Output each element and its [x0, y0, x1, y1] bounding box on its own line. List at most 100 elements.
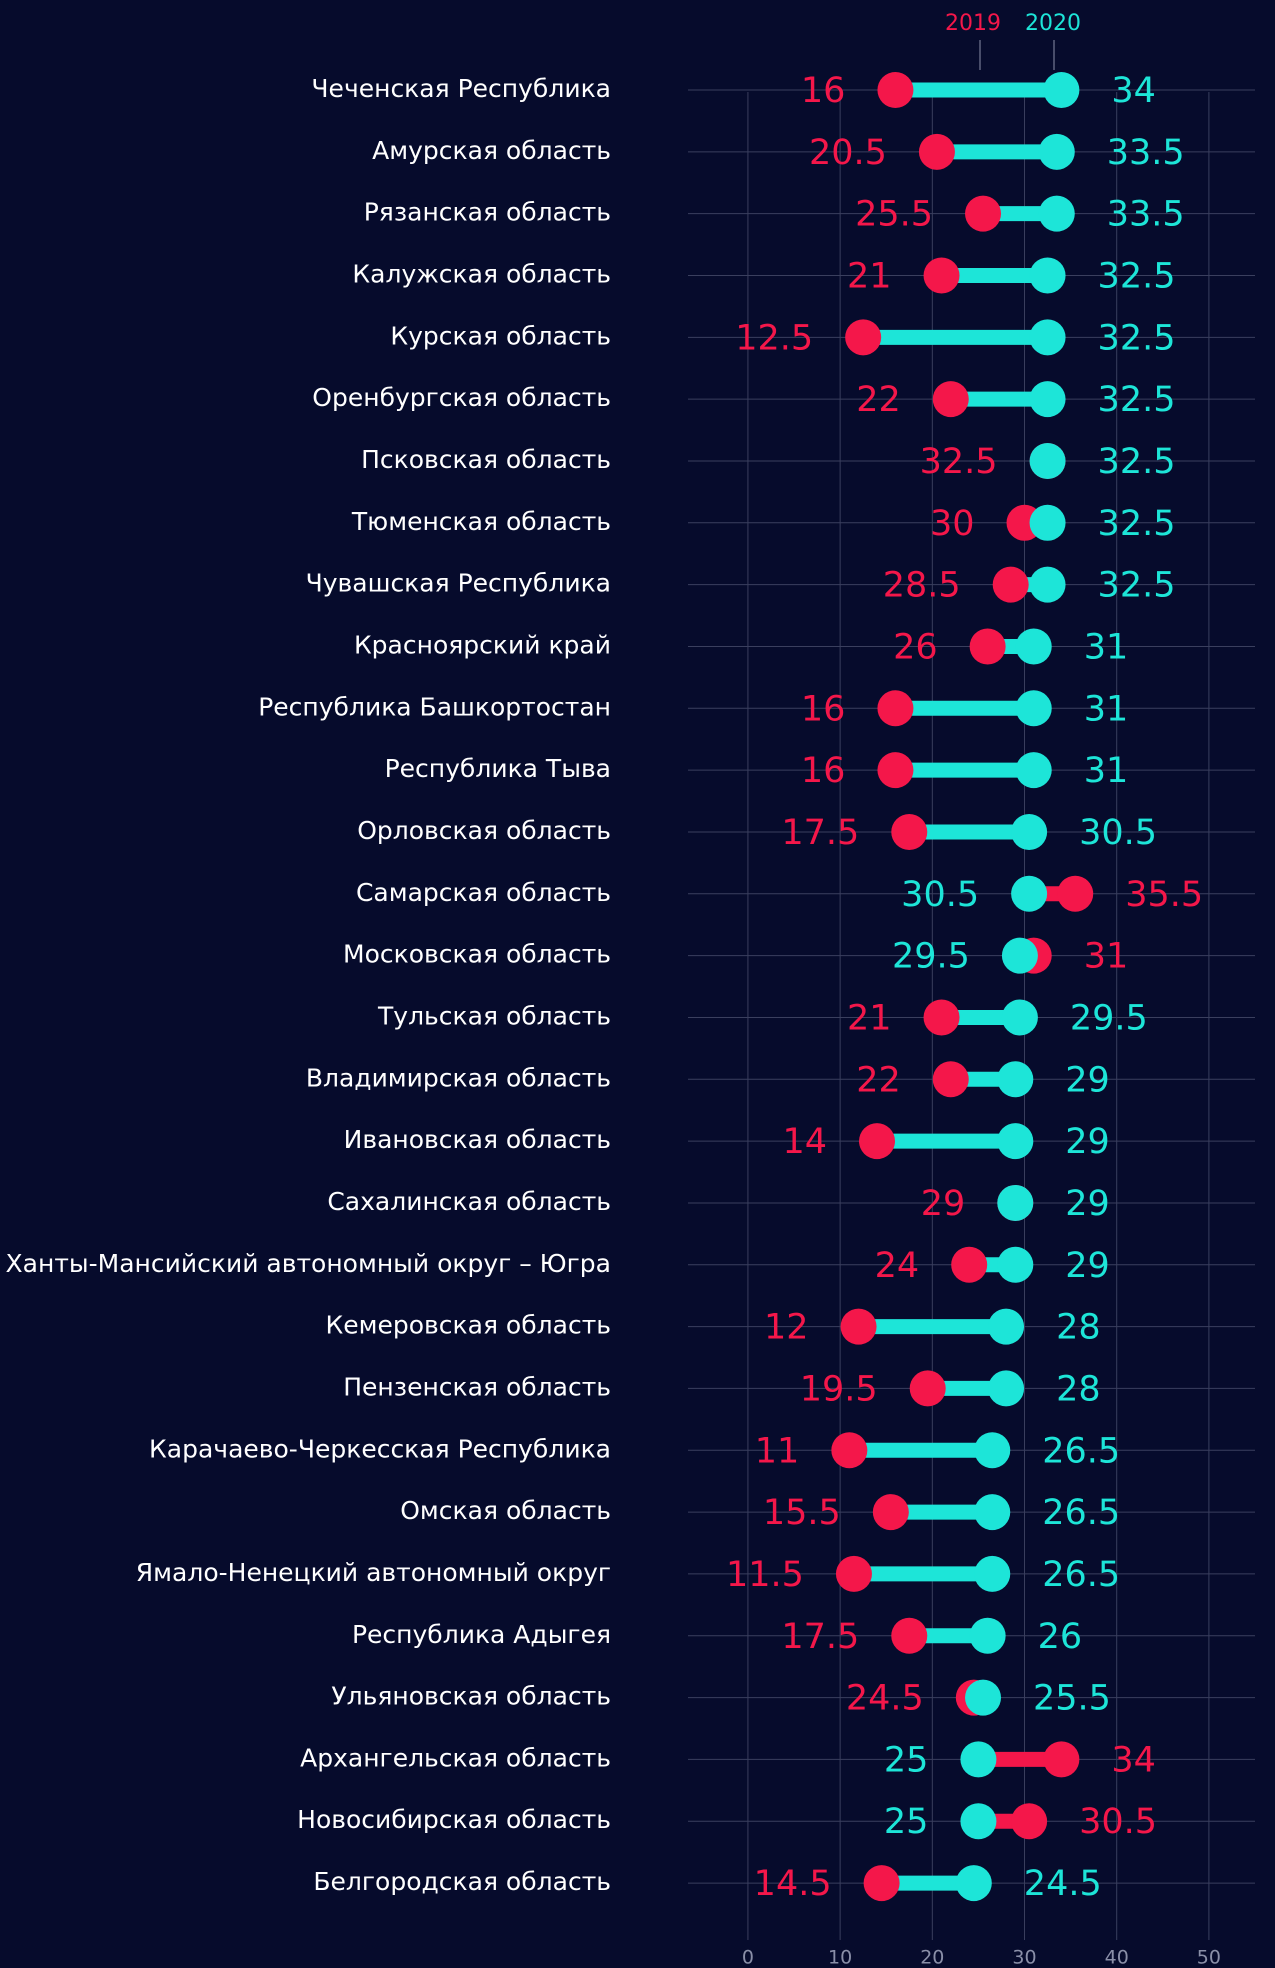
value-label: 26 [893, 627, 938, 667]
dot-2019 [859, 1123, 895, 1160]
category-label: Республика Тыва [385, 754, 611, 783]
dot-2020 [1015, 690, 1052, 727]
value-label: 26.5 [1042, 1555, 1120, 1595]
dot-2020 [997, 1123, 1034, 1160]
value-label: 24.5 [1024, 1864, 1102, 1904]
dot-2020 [1038, 133, 1075, 170]
x-tick-label: 0 [742, 1947, 754, 1968]
dot-2020 [969, 1617, 1006, 1654]
value-label: 30.5 [901, 875, 979, 915]
dot-2020 [960, 1741, 997, 1778]
value-label: 25 [884, 1740, 929, 1780]
dot-2020 [1043, 72, 1080, 108]
x-tick-label: 10 [828, 1947, 852, 1968]
category-label: Республика Башкортостан [258, 692, 611, 721]
value-label: 31 [1084, 751, 1129, 791]
value-label: 21 [847, 998, 892, 1038]
value-label: 31 [1084, 937, 1129, 977]
category-label: Псковская область [361, 445, 611, 474]
value-label: 30 [930, 504, 975, 544]
value-label: 29 [1065, 1246, 1110, 1286]
value-label: 19.5 [800, 1369, 878, 1409]
value-label: 29 [1065, 1060, 1110, 1100]
value-label: 26.5 [1042, 1493, 1120, 1533]
x-tick-label: 30 [1012, 1947, 1036, 1968]
value-label: 11.5 [726, 1555, 804, 1595]
dot-2019 [918, 133, 955, 170]
dot-2020 [1029, 319, 1066, 356]
value-label: 26.5 [1042, 1431, 1120, 1471]
dot-2020 [1038, 195, 1075, 232]
category-label: Карачаево-Черкесская Республика [149, 1434, 611, 1463]
dot-2020 [997, 1184, 1034, 1221]
dot-2019 [969, 628, 1006, 665]
value-label: 11 [755, 1431, 800, 1471]
category-label: Пензенская область [343, 1372, 611, 1401]
value-label: 32.5 [1098, 504, 1176, 544]
legend-label: 2020 [1025, 11, 1081, 36]
value-label: 34 [1111, 1740, 1156, 1780]
dot-2020 [960, 1803, 997, 1840]
category-label: Тюменская область [351, 507, 611, 536]
dot-2020 [974, 1555, 1011, 1592]
value-label: 24.5 [846, 1679, 924, 1719]
dot-2020 [997, 1061, 1034, 1098]
dot-2020 [955, 1865, 992, 1902]
dot-2019 [923, 257, 960, 294]
value-label: 20.5 [809, 133, 887, 173]
dot-2020 [974, 1494, 1011, 1531]
dot-2019 [831, 1432, 868, 1469]
category-label: Ямало-Ненецкий автономный округ [136, 1558, 611, 1587]
value-label: 12.5 [735, 318, 813, 358]
category-label: Рязанская область [364, 198, 611, 227]
value-label: 29.5 [1070, 998, 1148, 1038]
value-label: 29 [1065, 1122, 1110, 1162]
dot-2019 [965, 195, 1002, 232]
value-label: 28 [1056, 1308, 1101, 1348]
category-label: Сахалинская область [327, 1187, 611, 1216]
value-label: 22 [856, 1060, 901, 1100]
value-label: 32.5 [1098, 256, 1176, 296]
dot-2019 [932, 381, 969, 418]
value-label: 14.5 [754, 1864, 832, 1904]
value-label: 16 [801, 689, 846, 729]
dot-2019 [1057, 875, 1094, 912]
value-label: 21 [847, 256, 892, 296]
x-tick-label: 40 [1105, 1947, 1129, 1968]
dot-2020 [988, 1308, 1025, 1345]
dot-2019 [845, 319, 882, 356]
x-tick-label: 50 [1197, 1947, 1221, 1968]
value-label: 28.5 [883, 566, 961, 606]
value-label: 32.5 [1098, 442, 1176, 482]
value-label: 29 [1065, 1184, 1110, 1224]
category-label: Самарская область [356, 878, 611, 907]
category-label: Чувашская Республика [306, 569, 611, 598]
dot-2020 [1029, 257, 1066, 294]
dot-2019 [840, 1308, 877, 1345]
dot-2019 [835, 1555, 872, 1592]
dot-2020 [988, 1370, 1025, 1407]
value-label: 35.5 [1125, 875, 1203, 915]
value-label: 32.5 [1098, 566, 1176, 606]
dot-2020 [1015, 752, 1052, 789]
category-label: Московская область [343, 940, 611, 969]
category-label: Белгородская область [313, 1867, 611, 1896]
dot-2020 [1015, 628, 1052, 665]
category-label: Владимирская область [306, 1063, 611, 1092]
category-label: Красноярский край [354, 630, 611, 659]
category-label: Ульяновская область [331, 1682, 611, 1711]
dot-2019 [932, 1061, 969, 1098]
value-label: 24 [875, 1246, 920, 1286]
category-label: Архангельская область [300, 1743, 611, 1772]
dot-2020 [965, 1679, 1002, 1716]
dot-2020 [1029, 504, 1066, 541]
category-label: Ханты-Мансийский автономный округ – Югра [6, 1249, 611, 1278]
value-label: 29 [921, 1184, 966, 1224]
dot-2019 [891, 813, 928, 850]
value-label: 32.5 [920, 442, 998, 482]
value-label: 29.5 [892, 937, 970, 977]
dot-2019 [1011, 1803, 1048, 1840]
dot-2019 [891, 1617, 928, 1654]
